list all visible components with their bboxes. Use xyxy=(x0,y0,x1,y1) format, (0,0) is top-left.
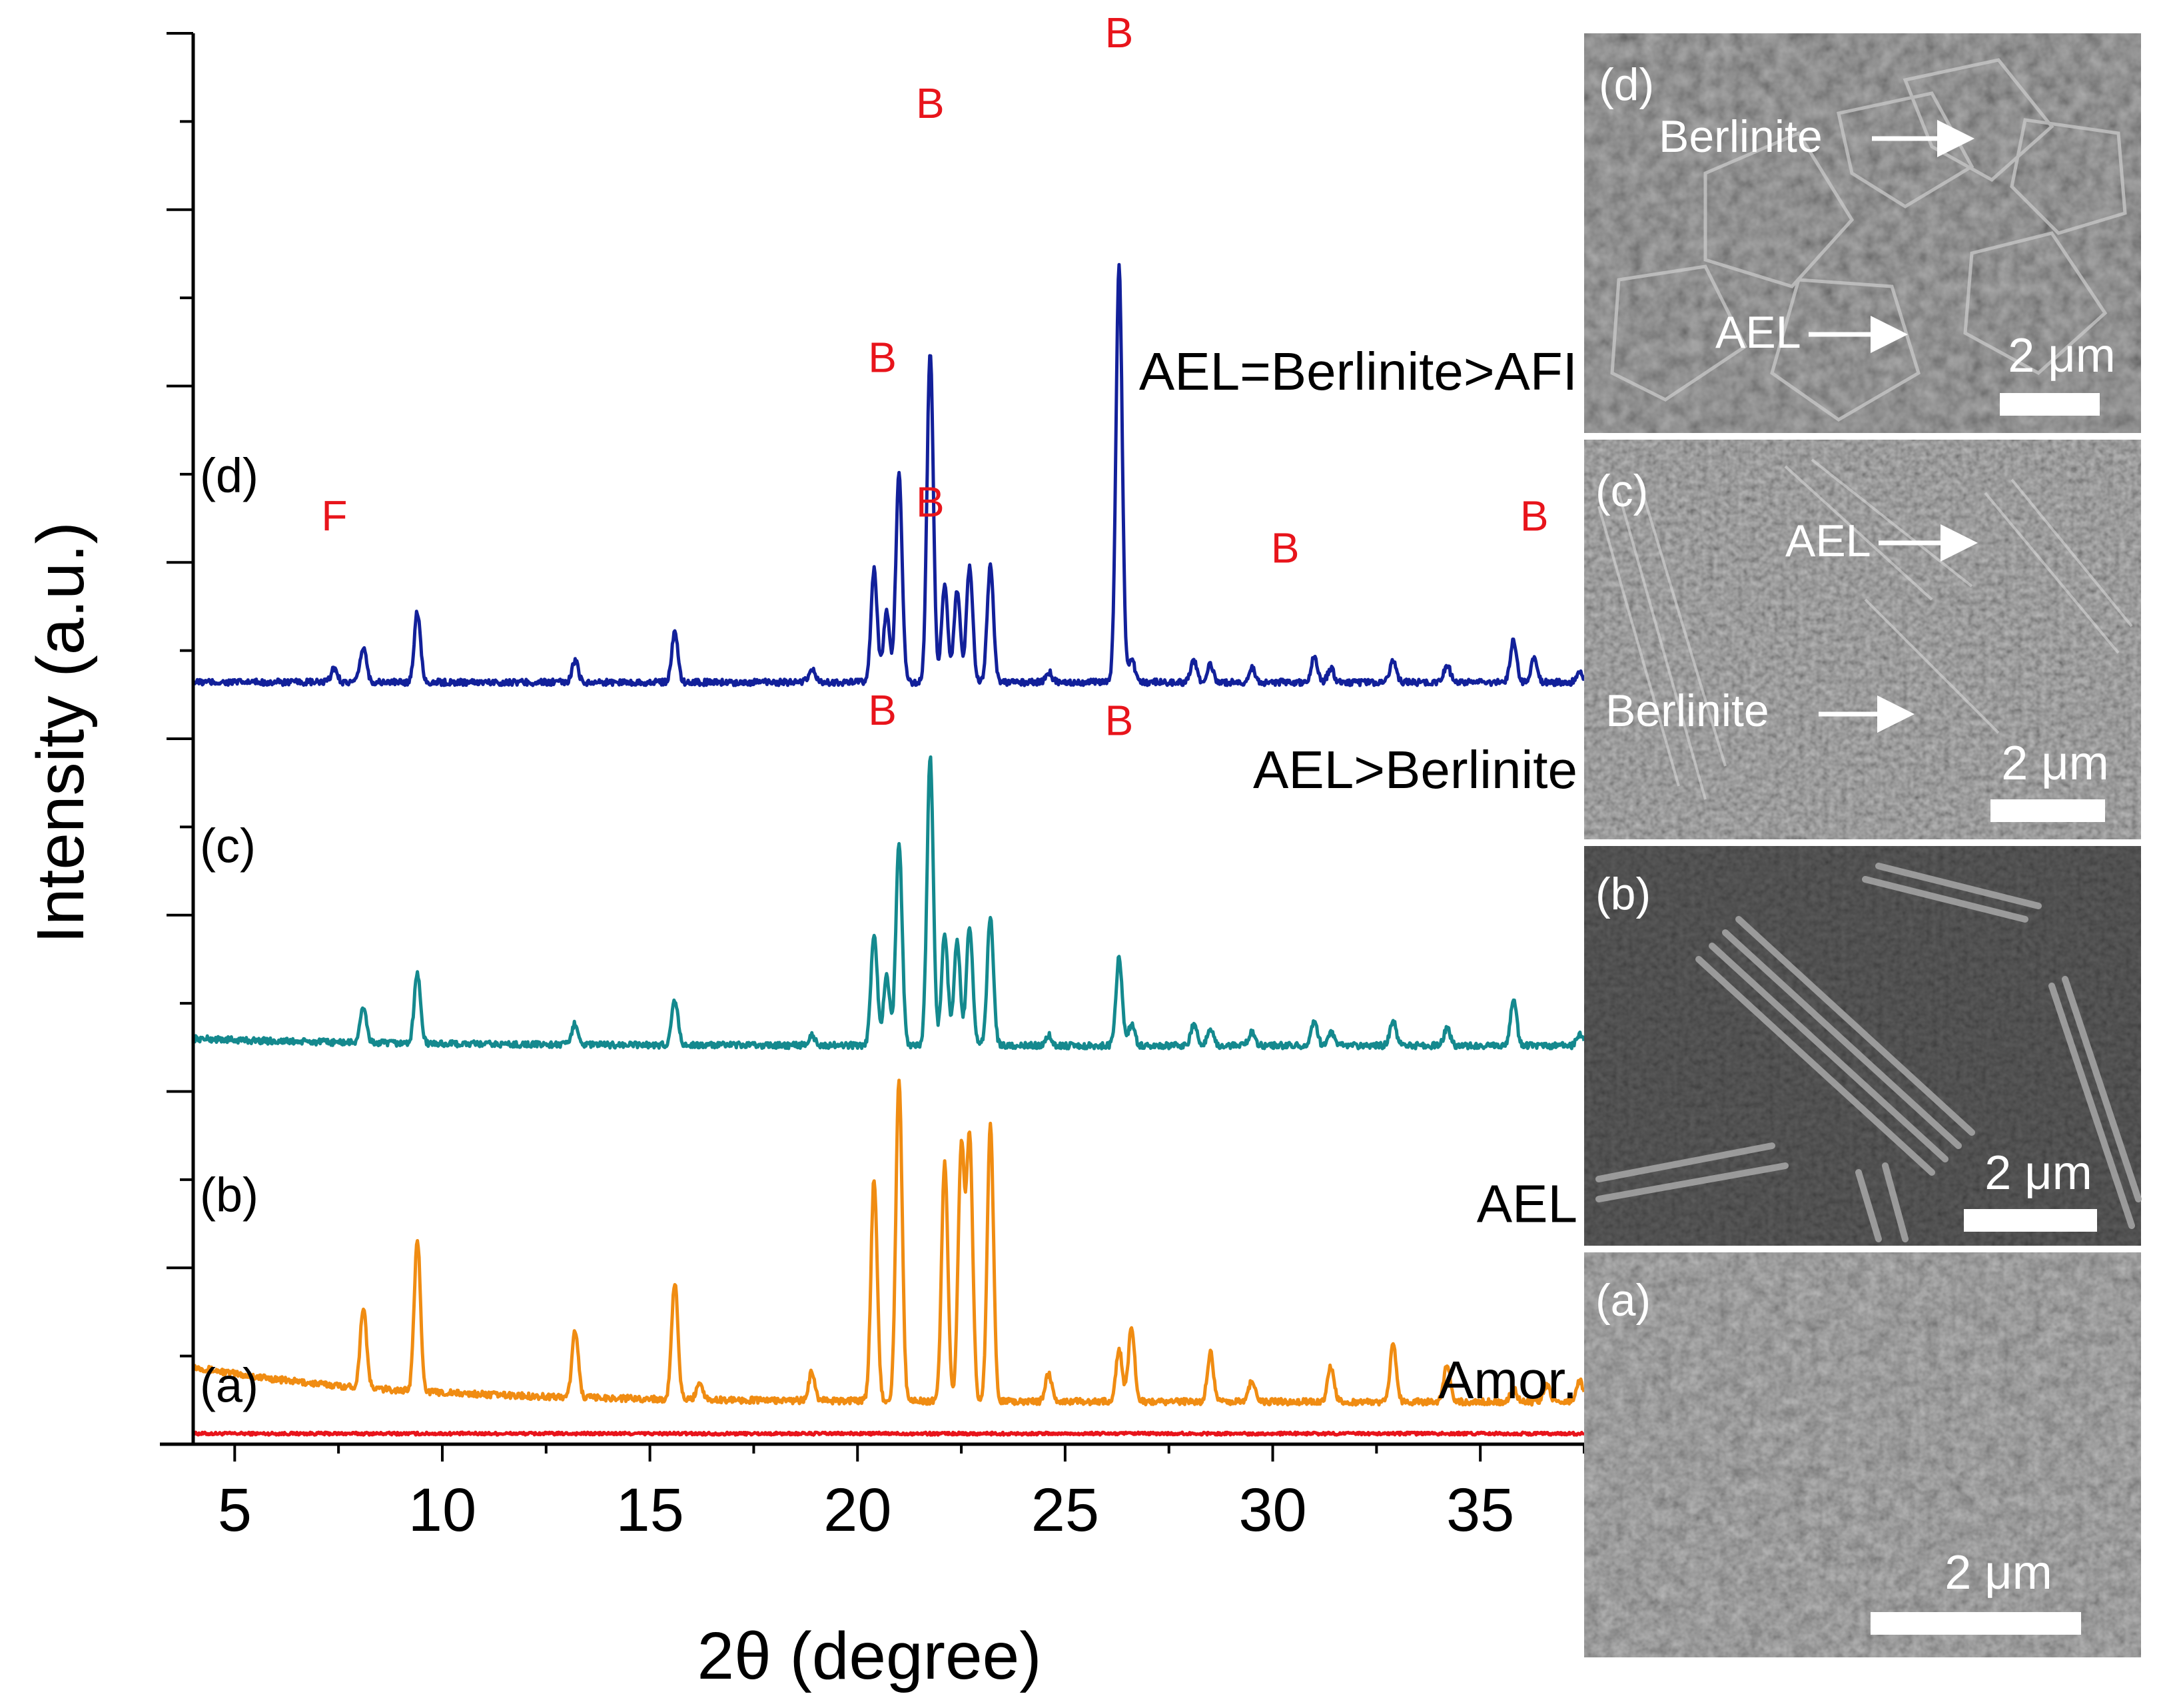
sem-a-scale-label: 2 μm xyxy=(1945,1546,2052,1599)
series-c-line xyxy=(191,755,1586,1051)
series-a-phase: Amor. xyxy=(1438,1350,1577,1410)
series-b-name: (b) xyxy=(200,1169,258,1222)
sem-a-scale-bar xyxy=(1871,1612,2081,1635)
x-tick-label-25: 25 xyxy=(1031,1476,1099,1544)
x-tick-label-35: 35 xyxy=(1446,1476,1514,1544)
sem-panel-d: (d) Berlinite AEL 2 μm xyxy=(1584,33,2141,433)
sem-d-annotation-ael: AEL xyxy=(1715,307,1801,358)
y-ticks xyxy=(167,32,193,1446)
peak-marker-d-4: B xyxy=(1271,524,1300,572)
sem-b-scale-label: 2 μm xyxy=(1984,1146,2092,1200)
sem-panel-b: (b) 2 μm xyxy=(1584,846,2142,1246)
sem-b-label: (b) xyxy=(1595,869,1651,919)
series-b-phase: AEL xyxy=(1477,1174,1577,1233)
peak-marker-d-3: B xyxy=(1105,9,1134,57)
x-tick-label-5: 5 xyxy=(218,1476,252,1544)
peak-marker-c-7: B xyxy=(916,478,945,526)
peak-marker-d-0: F xyxy=(321,492,347,540)
series-d-phase: AEL=Berlinite>AFI xyxy=(1139,342,1577,401)
sem-panel-a: (a) 2 μm xyxy=(1584,1252,2141,1657)
sem-c-label: (c) xyxy=(1595,466,1648,516)
trace-labels: (a) Amor. (b) AEL (c) AEL>Berlinite (d) AEL=Ber… xyxy=(200,342,1577,1413)
sem-c-scale-bar xyxy=(1990,799,2105,822)
sem-d-label: (d) xyxy=(1599,59,1654,110)
sem-d-annotation-berlinite: Berlinite xyxy=(1659,111,1823,162)
x-tick-label-15: 15 xyxy=(616,1476,683,1544)
series-c-name: (c) xyxy=(200,819,256,873)
peak-marker-c-8: B xyxy=(1105,697,1134,745)
sem-c-annotation-ael: AEL xyxy=(1785,516,1871,566)
peak-marker-d-2: B xyxy=(916,79,945,127)
x-tick-label-30: 30 xyxy=(1238,1476,1306,1544)
sem-c-annotation-berlinite: Berlinite xyxy=(1605,685,1769,736)
series-d-name: (d) xyxy=(200,449,258,502)
series-a-line xyxy=(192,1430,1586,1437)
y-axis-title: Intensity (a.u.) xyxy=(23,522,98,944)
peak-marker-c-6: B xyxy=(868,686,897,734)
peak-markers: F B B B B B B B B xyxy=(321,9,1548,745)
peak-marker-d-5: B xyxy=(1520,492,1549,540)
series-c-phase: AEL>Berlinite xyxy=(1253,740,1577,799)
x-tick-label-20: 20 xyxy=(823,1476,891,1544)
series-d-line xyxy=(191,262,1585,687)
series-a-name: (a) xyxy=(200,1359,258,1412)
x-axis-title: 2θ (degree) xyxy=(697,1619,1042,1693)
xrd-traces xyxy=(191,262,1586,1437)
sem-d-scale-bar xyxy=(2000,393,2100,416)
sem-c-scale-label: 2 μm xyxy=(2001,737,2109,790)
x-ticks: 5 10 15 20 25 30 35 xyxy=(218,1444,1585,1544)
peak-marker-d-1: B xyxy=(868,333,897,381)
sem-a-label: (a) xyxy=(1595,1275,1651,1326)
x-tick-label-10: 10 xyxy=(408,1476,476,1544)
sem-panel-c: (c) AEL Berlinite 2 μm xyxy=(1584,440,2141,839)
sem-d-scale-label: 2 μm xyxy=(2008,329,2116,382)
sem-b-scale-bar xyxy=(1964,1209,2097,1232)
series-b-line xyxy=(192,1078,1586,1407)
xrd-plot: (a) Amor. (b) AEL (c) AEL>Berlinite (d) AEL=Ber… xyxy=(23,9,1586,1693)
